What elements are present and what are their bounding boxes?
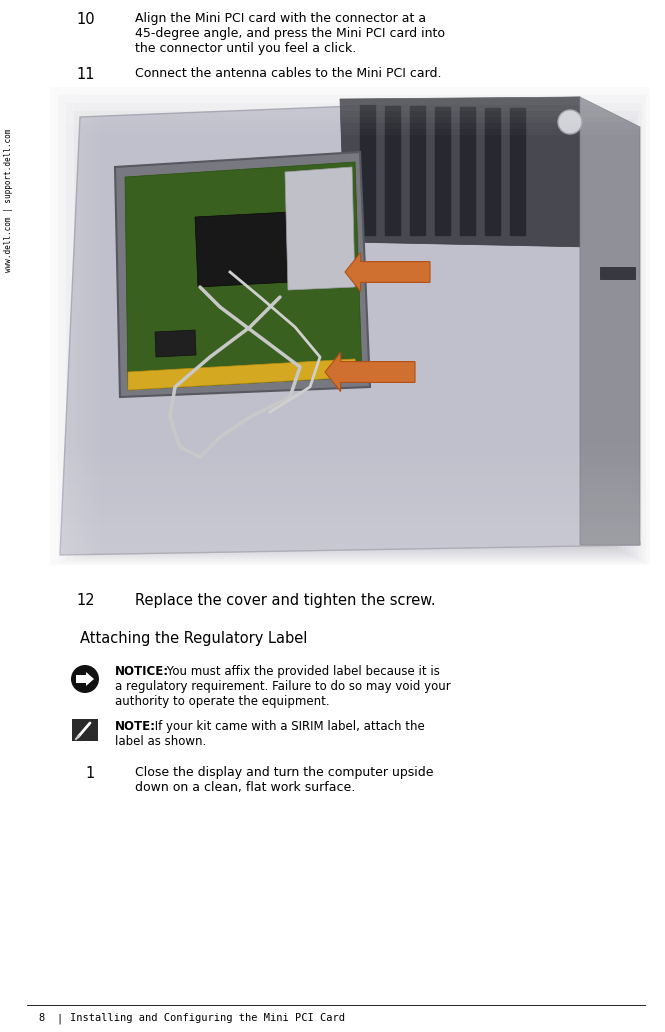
Text: label as shown.: label as shown. (115, 735, 206, 748)
Text: Installing and Configuring the Mini PCI Card: Installing and Configuring the Mini PCI … (70, 1013, 345, 1023)
FancyBboxPatch shape (50, 535, 650, 545)
FancyBboxPatch shape (50, 105, 650, 111)
FancyBboxPatch shape (74, 87, 80, 565)
Polygon shape (360, 105, 375, 235)
Polygon shape (485, 107, 500, 235)
FancyBboxPatch shape (202, 239, 574, 527)
FancyBboxPatch shape (170, 207, 590, 535)
FancyBboxPatch shape (50, 87, 650, 93)
Text: Attaching the Regulatory Label: Attaching the Regulatory Label (80, 631, 307, 646)
Polygon shape (155, 330, 196, 357)
Text: If your kit came with a SIRIM label, attach the: If your kit came with a SIRIM label, att… (151, 720, 425, 733)
Text: www.dell.com | support.dell.com: www.dell.com | support.dell.com (5, 128, 13, 271)
Polygon shape (128, 359, 358, 390)
Polygon shape (340, 97, 590, 247)
FancyBboxPatch shape (50, 525, 650, 535)
FancyBboxPatch shape (114, 151, 618, 549)
Polygon shape (410, 106, 425, 235)
FancyBboxPatch shape (56, 87, 62, 565)
FancyBboxPatch shape (50, 505, 650, 515)
FancyBboxPatch shape (50, 545, 650, 555)
Polygon shape (60, 97, 640, 555)
FancyBboxPatch shape (122, 159, 614, 547)
FancyBboxPatch shape (68, 87, 74, 565)
Text: |: | (56, 1013, 63, 1024)
Text: 45-degree angle, and press the Mini PCI card into: 45-degree angle, and press the Mini PCI … (135, 27, 445, 40)
FancyBboxPatch shape (50, 485, 650, 495)
Polygon shape (115, 152, 370, 397)
FancyBboxPatch shape (50, 555, 650, 565)
Text: 12: 12 (76, 593, 95, 608)
FancyBboxPatch shape (50, 87, 650, 565)
Text: You must affix the provided label because it is: You must affix the provided label becaus… (163, 665, 440, 678)
Text: NOTE:: NOTE: (115, 720, 156, 733)
Text: Close the display and turn the computer upside: Close the display and turn the computer … (135, 766, 434, 779)
Text: Replace the cover and tighten the screw.: Replace the cover and tighten the screw. (135, 593, 436, 608)
Text: authority to operate the equipment.: authority to operate the equipment. (115, 695, 330, 708)
Polygon shape (345, 253, 430, 291)
FancyBboxPatch shape (62, 87, 68, 565)
Text: 8: 8 (38, 1013, 45, 1023)
Text: a regulatory requirement. Failure to do so may void your: a regulatory requirement. Failure to do … (115, 680, 451, 694)
Polygon shape (285, 167, 355, 290)
Text: 11: 11 (76, 67, 95, 82)
Polygon shape (435, 106, 450, 235)
Polygon shape (510, 108, 525, 235)
FancyBboxPatch shape (50, 111, 650, 117)
Polygon shape (76, 672, 94, 686)
Polygon shape (195, 212, 292, 287)
Polygon shape (385, 105, 400, 235)
FancyBboxPatch shape (90, 127, 630, 555)
FancyBboxPatch shape (106, 143, 622, 551)
Text: Align the Mini PCI card with the connector at a: Align the Mini PCI card with the connect… (135, 12, 426, 25)
Circle shape (558, 110, 582, 134)
FancyBboxPatch shape (186, 223, 582, 531)
FancyBboxPatch shape (80, 87, 86, 565)
Text: 1: 1 (86, 766, 95, 781)
FancyBboxPatch shape (194, 231, 578, 529)
FancyBboxPatch shape (74, 111, 638, 559)
Polygon shape (125, 162, 362, 390)
Text: 10: 10 (76, 12, 95, 27)
FancyBboxPatch shape (130, 167, 610, 545)
FancyBboxPatch shape (58, 95, 646, 563)
FancyBboxPatch shape (50, 117, 650, 123)
FancyBboxPatch shape (50, 93, 650, 99)
FancyBboxPatch shape (162, 199, 594, 537)
FancyBboxPatch shape (178, 215, 586, 533)
Text: Connect the antenna cables to the Mini PCI card.: Connect the antenna cables to the Mini P… (135, 67, 442, 80)
FancyBboxPatch shape (82, 119, 634, 557)
Text: down on a clean, flat work surface.: down on a clean, flat work surface. (135, 781, 355, 794)
FancyBboxPatch shape (50, 99, 650, 105)
FancyBboxPatch shape (600, 267, 635, 279)
Polygon shape (580, 97, 640, 545)
FancyBboxPatch shape (98, 135, 626, 553)
FancyBboxPatch shape (86, 87, 92, 565)
FancyBboxPatch shape (50, 515, 650, 525)
FancyBboxPatch shape (66, 103, 642, 561)
FancyBboxPatch shape (138, 175, 606, 543)
FancyBboxPatch shape (50, 87, 56, 565)
FancyBboxPatch shape (146, 183, 602, 541)
FancyBboxPatch shape (72, 719, 98, 741)
Polygon shape (325, 353, 415, 391)
Circle shape (71, 665, 99, 694)
FancyBboxPatch shape (50, 495, 650, 505)
Polygon shape (460, 107, 475, 235)
Text: NOTICE:: NOTICE: (115, 665, 169, 678)
FancyBboxPatch shape (154, 191, 598, 539)
Text: the connector until you feel a click.: the connector until you feel a click. (135, 42, 356, 55)
